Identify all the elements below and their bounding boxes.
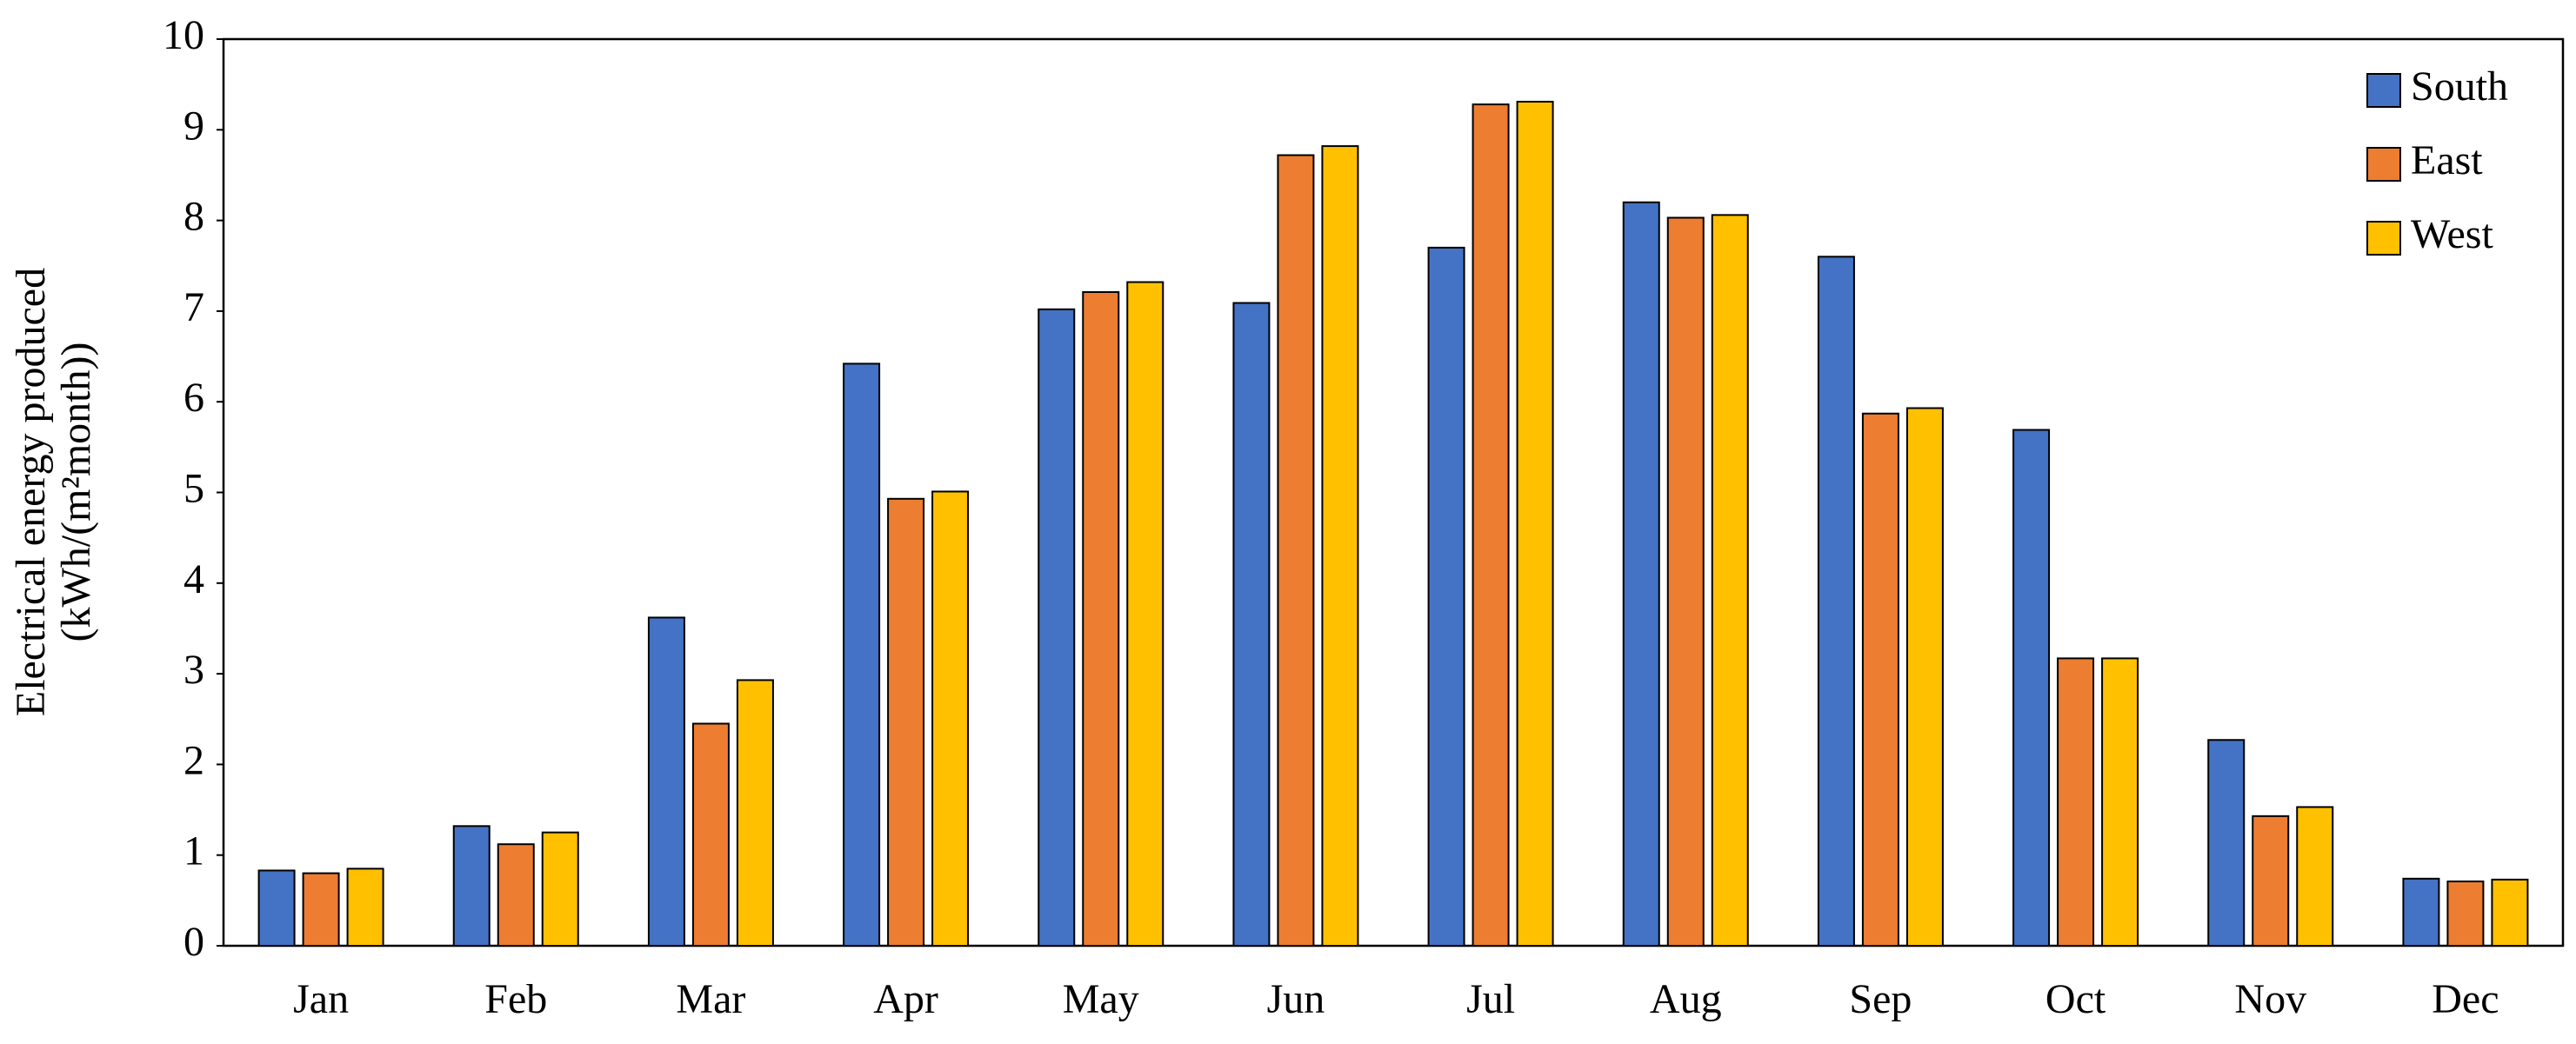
y-tick-label: 8 (184, 194, 204, 240)
y-label-line: (kWh/(m²month)) (53, 342, 99, 642)
y-axis-title: Electrical energy produced (kWh/(m²month… (8, 268, 99, 716)
x-tick-label: May (1063, 976, 1139, 1022)
bar (2252, 815, 2290, 948)
y-tick-label: 2 (184, 737, 204, 783)
bar (1082, 290, 1120, 947)
y-tick-label: 6 (184, 375, 204, 421)
bar (1232, 302, 1271, 947)
bar (346, 868, 384, 947)
legend-swatch (2366, 73, 2401, 108)
bar (1427, 246, 1465, 947)
bar (1861, 412, 1899, 948)
bar (1622, 201, 1660, 948)
x-tick-label: Jun (1267, 976, 1325, 1022)
y-tick-label: 4 (184, 556, 204, 602)
bar (2012, 429, 2051, 947)
legend-swatch (2366, 147, 2401, 182)
bar (497, 843, 535, 948)
y-tick-label: 9 (184, 103, 204, 149)
bar (736, 679, 774, 947)
bar (257, 869, 296, 948)
y-label-line: Electrical energy produced (8, 268, 54, 716)
bar (931, 490, 970, 947)
bar (1711, 214, 1749, 948)
bar (1472, 103, 1510, 947)
bar (2057, 657, 2095, 948)
bar (541, 831, 579, 947)
bar (887, 497, 925, 947)
y-tick-label: 1 (184, 828, 204, 874)
legend-swatch (2366, 221, 2401, 256)
x-tick-label: Nov (2234, 976, 2306, 1022)
bar (1038, 308, 1076, 947)
bar (2101, 657, 2139, 948)
legend-label: East (2411, 137, 2483, 183)
legend-label: South (2411, 63, 2508, 110)
bar (2446, 880, 2485, 948)
x-tick-label: Apr (873, 976, 938, 1022)
legend-label: West (2411, 211, 2493, 257)
x-tick-label: Aug (1650, 976, 1722, 1022)
bar (647, 616, 685, 948)
y-tick-label: 3 (184, 647, 204, 693)
bar (1817, 256, 1855, 947)
bar (2491, 878, 2529, 948)
x-tick-label: Feb (484, 976, 547, 1022)
bar (2207, 739, 2246, 948)
y-tick-label: 7 (184, 284, 204, 330)
y-tick-label: 0 (184, 919, 204, 965)
x-tick-label: Oct (2045, 976, 2106, 1022)
x-tick-label: Jan (293, 976, 349, 1022)
x-tick-label: Mar (676, 976, 745, 1022)
bar (1321, 145, 1359, 948)
y-tick-label: 5 (184, 466, 204, 512)
x-tick-label: Dec (2432, 976, 2499, 1022)
bar (452, 825, 491, 947)
bar (843, 362, 881, 948)
bar (691, 722, 730, 948)
bar (1126, 281, 1165, 947)
y-tick-label: 10 (163, 12, 204, 58)
bar (2402, 877, 2440, 947)
bar (1516, 100, 1554, 948)
bar (302, 872, 340, 947)
x-tick-label: Sep (1849, 976, 1912, 1022)
bar (1277, 154, 1315, 947)
bar (2296, 806, 2334, 948)
bar (1666, 216, 1705, 947)
bar (1905, 407, 1944, 948)
x-tick-label: Jul (1466, 976, 1515, 1022)
